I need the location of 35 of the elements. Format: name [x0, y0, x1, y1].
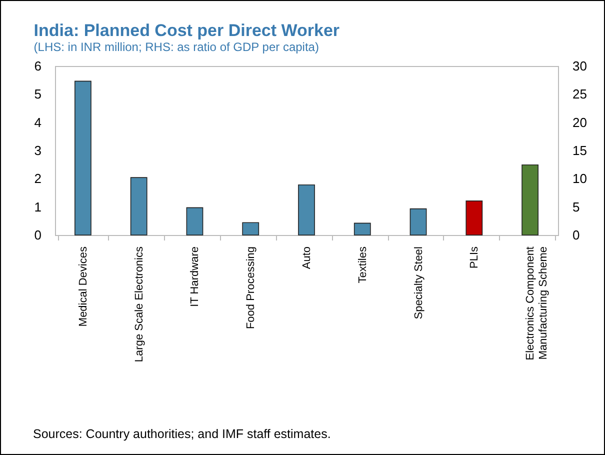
y-tick-label: 5	[34, 86, 42, 102]
x-tick-label: Textiles	[356, 246, 369, 284]
y2-tick-label: 0	[572, 228, 580, 242]
bar	[410, 208, 427, 236]
y-tick-label: 0	[34, 228, 42, 242]
bar	[354, 222, 371, 236]
x-tick-label: IT Hardware	[189, 246, 202, 307]
x-tick-label: Specialty Steel	[412, 246, 425, 320]
y2-tick-label: 15	[572, 143, 587, 158]
bar	[74, 80, 92, 236]
y2-tick-label: 25	[572, 86, 587, 102]
chart-title: India: Planned Cost per Direct Worker	[34, 21, 340, 40]
x-tick-label: Auto	[301, 246, 313, 270]
y-tick-label: 6	[34, 58, 42, 74]
bar	[186, 207, 204, 236]
y-tick-label: 3	[34, 143, 42, 158]
bar	[522, 164, 539, 236]
bar	[130, 177, 148, 236]
source-note: Sources: Country authorities; and IMF staff estimates.	[33, 427, 331, 441]
y-tick-label: 4	[34, 114, 42, 130]
x-tick-label: Electronics Component Manufacturing Scheme	[524, 246, 550, 360]
bar	[466, 200, 483, 236]
x-tick-label: Medical Devices	[77, 246, 90, 327]
y2-tick-label: 30	[572, 58, 587, 74]
x-tick-label: PLIs	[468, 246, 481, 269]
bar	[242, 222, 260, 236]
y-tick-label: 2	[34, 171, 42, 186]
x-tick-label: Large Scale Electronics	[133, 246, 146, 362]
y-tick-label: 1	[34, 199, 42, 214]
x-tick-label: Food Processing	[245, 246, 258, 330]
y2-tick-label: 5	[572, 199, 580, 214]
bar	[298, 184, 315, 236]
y2-tick-label: 10	[572, 171, 587, 186]
y2-tick-label: 20	[572, 114, 587, 130]
chart-subtitle: (LHS: in INR million; RHS: as ratio of GDP per capita)	[34, 40, 319, 54]
